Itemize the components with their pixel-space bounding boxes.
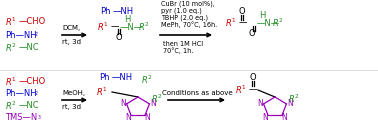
Text: $R^2$: $R^2$	[272, 17, 284, 29]
Text: $R^2$: $R^2$	[5, 42, 17, 54]
Text: —: —	[111, 23, 119, 32]
Text: $R^1$: $R^1$	[225, 17, 237, 29]
Text: rt, 3d: rt, 3d	[62, 104, 81, 110]
Text: N: N	[282, 113, 287, 122]
Text: MePh, 70°C, 16h.: MePh, 70°C, 16h.	[161, 22, 217, 28]
Text: $_3$: $_3$	[37, 114, 42, 122]
Text: $R^2$: $R^2$	[288, 93, 300, 105]
Text: —NH: —NH	[112, 74, 133, 82]
Text: —N—: —N—	[257, 18, 280, 27]
Text: $R^1$: $R^1$	[96, 86, 108, 98]
Text: Ph: Ph	[100, 8, 110, 17]
Text: H: H	[124, 15, 130, 24]
Text: $R^2$: $R^2$	[141, 74, 153, 86]
Text: Ph: Ph	[99, 74, 110, 82]
Text: 70°C, 1h.: 70°C, 1h.	[163, 48, 194, 54]
Text: DCM,: DCM,	[62, 25, 80, 31]
Text: N: N	[145, 113, 150, 122]
Text: H: H	[259, 11, 265, 20]
Text: then 1M HCl: then 1M HCl	[163, 41, 203, 47]
Text: N: N	[287, 99, 293, 108]
Text: O: O	[116, 32, 122, 41]
Text: N: N	[125, 113, 131, 122]
Text: N: N	[120, 99, 126, 108]
Text: rt, 3d: rt, 3d	[62, 39, 81, 45]
Text: —NC: —NC	[19, 44, 40, 52]
Text: $R^2$: $R^2$	[5, 100, 17, 112]
Text: $R^1$: $R^1$	[5, 16, 17, 28]
Text: $R^1$: $R^1$	[235, 84, 246, 96]
Text: $_2$: $_2$	[34, 90, 39, 98]
Text: —N—: —N—	[120, 23, 143, 32]
Text: N: N	[150, 99, 156, 108]
Text: N: N	[263, 113, 268, 122]
Text: Ph—NH: Ph—NH	[5, 31, 37, 39]
Text: —CHO: —CHO	[19, 78, 46, 87]
Text: TMS—N: TMS—N	[5, 114, 37, 122]
Text: MeOH,: MeOH,	[62, 90, 85, 96]
Text: TBHP (2.0 eq.): TBHP (2.0 eq.)	[161, 15, 208, 21]
Text: $R^2$: $R^2$	[152, 93, 163, 105]
Text: O: O	[250, 74, 256, 82]
Text: —CHO: —CHO	[19, 18, 46, 26]
Text: pyr (1.0 eq.): pyr (1.0 eq.)	[161, 8, 202, 14]
Text: Conditions as above: Conditions as above	[162, 90, 232, 96]
Text: $R^1$: $R^1$	[97, 21, 108, 33]
Text: O: O	[249, 30, 255, 38]
Text: $_2$: $_2$	[34, 31, 39, 39]
Text: N: N	[257, 99, 263, 108]
Text: —: —	[249, 86, 257, 94]
Text: $R^2$: $R^2$	[138, 21, 150, 33]
Text: $R^1$: $R^1$	[5, 76, 17, 88]
Text: Ph—NH: Ph—NH	[5, 89, 37, 99]
Text: —NH: —NH	[113, 8, 134, 17]
Text: —: —	[239, 18, 247, 27]
Text: O: O	[239, 8, 245, 17]
Text: —NC: —NC	[19, 102, 40, 110]
Text: CuBr (10 mol%),: CuBr (10 mol%),	[161, 1, 215, 7]
